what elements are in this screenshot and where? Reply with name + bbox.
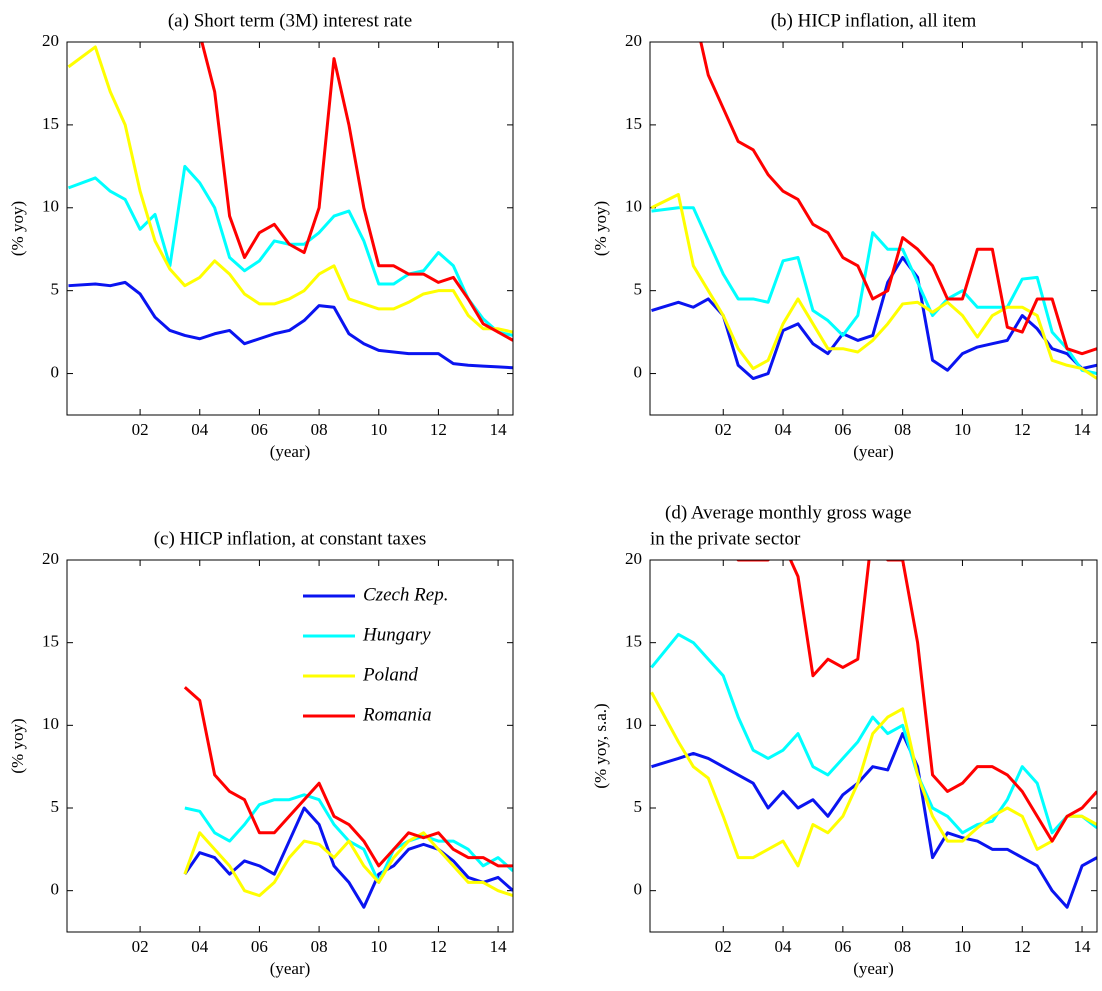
- x-tick-label: 04: [775, 420, 793, 439]
- x-axis-label: (year): [853, 959, 894, 978]
- x-axis-label: (year): [270, 959, 311, 978]
- x-axis-label: (year): [853, 442, 894, 461]
- x-tick-label: 02: [715, 937, 732, 956]
- y-axis-label: (% yoy): [8, 718, 27, 773]
- panel: (d) Average monthly gross wage in the pri…: [591, 502, 1098, 978]
- x-axis-label: (year): [270, 442, 311, 461]
- y-tick-label: 10: [625, 197, 642, 216]
- data-line: [699, 42, 1097, 356]
- series-group: [650, 42, 1097, 381]
- axes-frame: [649, 41, 1098, 416]
- x-tick-label: 06: [834, 420, 851, 439]
- y-tick-label: 20: [625, 549, 642, 568]
- y-tick-label: 15: [42, 632, 59, 651]
- data-line: [67, 45, 513, 334]
- y-axis-label: (% yoy, s.a.): [591, 703, 610, 788]
- data-line: [650, 193, 1097, 380]
- y-tick-label: 0: [634, 362, 643, 381]
- axes-frame: [66, 41, 514, 416]
- y-tick-label: 5: [634, 280, 643, 299]
- legend-label: Poland: [362, 664, 418, 685]
- x-tick-label: 12: [430, 420, 447, 439]
- x-tick-label: 02: [132, 420, 149, 439]
- data-line: [651, 256, 1097, 381]
- x-tick-label: 14: [490, 937, 508, 956]
- x-tick-label: 14: [1074, 420, 1092, 439]
- panel: (a) Short term (3M) interest rate (year) (…: [8, 10, 514, 461]
- x-tick-label: 06: [251, 420, 268, 439]
- y-tick-label: 10: [625, 714, 642, 733]
- x-tick-label: 06: [834, 937, 851, 956]
- y-tick-label: 15: [625, 632, 642, 651]
- y-axis-label: (% yoy): [8, 201, 27, 256]
- x-tick-label: 04: [191, 420, 209, 439]
- legend-label: Hungary: [362, 624, 431, 645]
- panel: (b) HICP inflation, all item (year) (% yoy…: [591, 10, 1098, 461]
- y-tick-label: 5: [51, 797, 60, 816]
- data-line: [183, 831, 513, 898]
- data-line: [183, 806, 513, 909]
- y-tick-label: 20: [625, 31, 642, 50]
- y-tick-label: 5: [51, 280, 60, 299]
- x-tick-label: 08: [311, 937, 328, 956]
- x-tick-label: 10: [954, 937, 971, 956]
- chart-title: in the private sector: [650, 528, 801, 549]
- series-group: [183, 686, 513, 909]
- data-line: [650, 691, 1097, 868]
- chart-title: (a) Short term (3M) interest rate: [168, 10, 412, 31]
- data-line: [68, 280, 513, 370]
- axes-frame: [649, 559, 1098, 933]
- series-group: [67, 42, 513, 370]
- y-tick-label: 15: [42, 114, 59, 133]
- y-tick-label: 0: [51, 362, 60, 381]
- x-tick-label: 14: [1074, 937, 1092, 956]
- x-tick-label: 10: [954, 420, 971, 439]
- data-line: [736, 560, 1097, 843]
- panel: (c) HICP inflation, at constant taxes (ye…: [8, 528, 514, 978]
- data-line: [67, 164, 513, 337]
- x-tick-label: 08: [894, 420, 911, 439]
- data-line: [651, 732, 1097, 909]
- y-tick-label: 20: [42, 31, 59, 50]
- x-tick-label: 10: [370, 420, 387, 439]
- x-tick-label: 08: [894, 937, 911, 956]
- y-tick-label: 10: [42, 714, 59, 733]
- x-tick-label: 04: [191, 937, 209, 956]
- x-tick-label: 08: [311, 420, 328, 439]
- chart-title: (c) HICP inflation, at constant taxes: [154, 528, 427, 549]
- x-tick-label: 12: [1014, 420, 1031, 439]
- x-tick-label: 12: [1014, 937, 1031, 956]
- legend-label: Czech Rep.: [363, 584, 448, 605]
- y-tick-label: 10: [42, 197, 59, 216]
- y-tick-label: 0: [634, 880, 643, 899]
- plot-area: [650, 42, 1097, 415]
- chart-title: (b) HICP inflation, all item: [771, 10, 977, 31]
- data-line: [651, 206, 1097, 376]
- y-tick-label: 15: [625, 114, 642, 133]
- series-group: [650, 560, 1097, 909]
- plot-area: [67, 560, 513, 932]
- x-tick-label: 02: [132, 937, 149, 956]
- data-line: [200, 42, 513, 342]
- x-tick-label: 10: [370, 937, 387, 956]
- y-tick-label: 5: [634, 797, 643, 816]
- axes-frame: [66, 559, 514, 933]
- y-axis-label: (% yoy): [591, 201, 610, 256]
- y-tick-label: 0: [51, 880, 60, 899]
- x-tick-label: 06: [251, 937, 268, 956]
- legend-label: Romania: [362, 704, 432, 725]
- x-tick-label: 04: [775, 937, 793, 956]
- x-tick-label: 02: [715, 420, 732, 439]
- x-tick-label: 14: [490, 420, 508, 439]
- data-line: [183, 686, 513, 868]
- x-tick-label: 12: [430, 937, 447, 956]
- chart-title: (d) Average monthly gross wage: [665, 502, 912, 523]
- plot-area: [650, 560, 1097, 932]
- y-tick-label: 20: [42, 549, 59, 568]
